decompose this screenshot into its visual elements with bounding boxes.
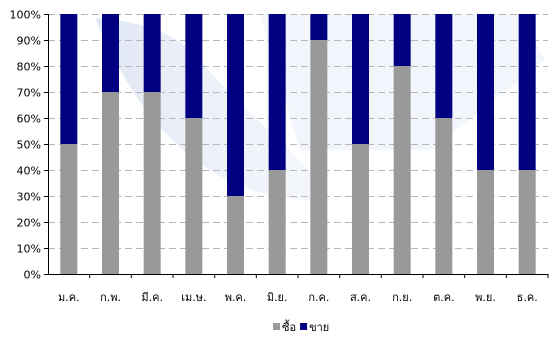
bar-segment-series-1 [310, 14, 328, 40]
x-tick-label: เม.ษ. [181, 291, 206, 304]
legend-swatch-series-0 [273, 323, 280, 330]
x-tick-label: มิ.ย. [267, 291, 288, 304]
legend: ซื้อ ขาย [273, 319, 329, 334]
bar-segment-series-0 [352, 144, 369, 274]
y-tick-label: 40% [17, 165, 41, 178]
x-tick-label: ธ.ค. [517, 291, 538, 304]
bar-segment-series-1 [185, 14, 203, 118]
bar-segment-series-0 [518, 170, 536, 274]
bar-segment-series-0 [435, 118, 453, 274]
bar-segment-series-1 [477, 14, 494, 170]
bar-segment-series-0 [477, 170, 494, 274]
bar-segment-series-1 [143, 14, 161, 92]
y-tick-label: 30% [17, 191, 41, 204]
x-tick-label: พ.ค. [225, 291, 247, 304]
x-tick-label: มี.ค. [141, 291, 163, 304]
x-tick-label: ก.ย. [392, 291, 412, 304]
legend-swatch-series-1 [300, 323, 308, 330]
bar-segment-series-0 [268, 170, 286, 274]
bar-segment-series-0 [60, 144, 78, 274]
x-tick-label: ส.ค. [350, 291, 371, 304]
y-tick-label: 10% [17, 243, 41, 256]
bar-segment-series-0 [185, 118, 203, 274]
bar-segment-series-1 [60, 14, 78, 144]
legend-label-series-1: ขาย [309, 321, 329, 334]
y-tick-label: 80% [17, 61, 41, 74]
bar-segment-series-0 [102, 92, 119, 274]
y-tick-label: 50% [17, 139, 41, 152]
bar-segment-series-0 [393, 66, 411, 274]
bar-segment-series-1 [102, 14, 119, 92]
y-tick-label: 100% [10, 9, 41, 22]
bar-segment-series-1 [393, 14, 411, 66]
y-tick-label: 20% [17, 217, 41, 230]
x-tick-labels: ม.ค. ก.พ. มี.ค. เม.ษ. พ.ค. มิ.ย. ก.ค. ส.ค. ก.ย. ต… [58, 274, 549, 304]
bar-segment-series-1 [268, 14, 286, 170]
x-tick-label: พ.ย. [475, 291, 496, 304]
x-tick-label: ก.พ. [100, 291, 121, 304]
bar-segment-series-1 [352, 14, 369, 144]
x-tick-label: ม.ค. [58, 291, 80, 304]
y-tick-labels: 0% 10% 20% 30% 40% 50% 60% 70% 80% 90% 100% [10, 9, 48, 282]
legend-label-series-0: ซื้อ [282, 319, 296, 334]
bar-segment-series-1 [518, 14, 536, 170]
bars [60, 14, 536, 274]
gridlines [48, 14, 548, 249]
bar-segment-series-1 [227, 14, 244, 196]
y-tick-label: 70% [17, 87, 41, 100]
bar-segment-series-0 [227, 196, 244, 274]
x-tick-label: ก.ค. [308, 291, 329, 304]
y-tick-label: 0% [24, 269, 41, 282]
y-tick-label: 90% [17, 35, 41, 48]
x-tick-label: ต.ค. [433, 291, 455, 304]
bar-segment-series-1 [435, 14, 453, 118]
bar-segment-series-0 [310, 40, 328, 274]
bar-segment-series-0 [143, 92, 161, 274]
y-tick-label: 60% [17, 113, 41, 126]
